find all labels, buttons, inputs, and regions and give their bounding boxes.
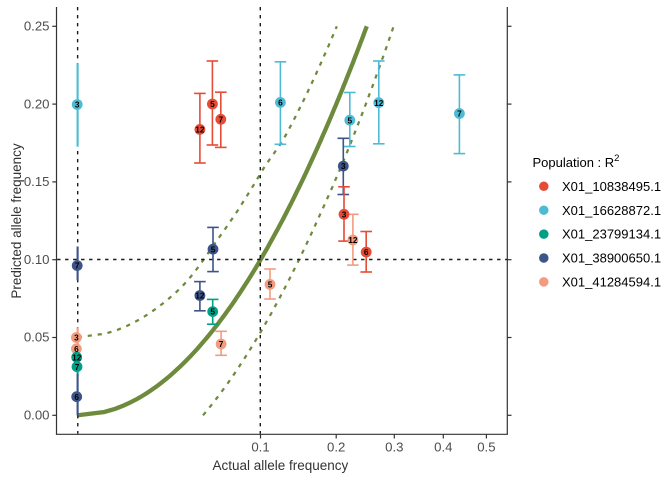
svg-text:0.1: 0.1 xyxy=(251,440,269,455)
svg-text:Actual allele frequency: Actual allele frequency xyxy=(212,458,348,473)
svg-text:X01_23799134.1: X01_23799134.1 xyxy=(562,227,661,242)
svg-text:5: 5 xyxy=(210,307,215,317)
svg-text:0.2: 0.2 xyxy=(327,440,345,455)
svg-text:7: 7 xyxy=(219,339,224,349)
svg-text:0.05: 0.05 xyxy=(24,330,50,345)
svg-text:12: 12 xyxy=(348,235,358,245)
svg-text:3: 3 xyxy=(342,209,347,219)
svg-text:X01_16628872.1: X01_16628872.1 xyxy=(562,203,661,218)
svg-text:0.4: 0.4 xyxy=(434,440,452,455)
svg-text:6: 6 xyxy=(74,392,79,402)
svg-text:5: 5 xyxy=(347,115,352,125)
svg-text:12: 12 xyxy=(374,98,384,108)
svg-text:12: 12 xyxy=(195,125,205,135)
svg-text:0.25: 0.25 xyxy=(24,19,50,34)
svg-text:5: 5 xyxy=(268,280,273,290)
svg-text:5: 5 xyxy=(210,99,215,109)
svg-text:7: 7 xyxy=(457,109,462,119)
svg-text:0.5: 0.5 xyxy=(477,440,495,455)
svg-text:3: 3 xyxy=(74,333,79,343)
svg-text:7: 7 xyxy=(75,362,80,372)
svg-text:X01_10838495.1: X01_10838495.1 xyxy=(562,179,661,194)
svg-text:3: 3 xyxy=(75,100,80,110)
svg-text:12: 12 xyxy=(195,291,205,301)
svg-text:0.10: 0.10 xyxy=(24,252,50,267)
svg-text:0.3: 0.3 xyxy=(385,440,403,455)
svg-text:7: 7 xyxy=(75,261,80,271)
svg-text:0.15: 0.15 xyxy=(24,174,50,189)
svg-text:0.20: 0.20 xyxy=(24,96,50,111)
svg-text:6: 6 xyxy=(364,247,369,257)
svg-text:X01_38900650.1: X01_38900650.1 xyxy=(562,251,661,266)
svg-text:6: 6 xyxy=(74,344,79,354)
svg-text:Population : R2: Population : R2 xyxy=(533,153,620,170)
svg-text:7: 7 xyxy=(218,114,223,124)
svg-text:3: 3 xyxy=(341,161,346,171)
svg-text:6: 6 xyxy=(278,98,283,108)
svg-text:5: 5 xyxy=(211,244,216,254)
svg-text:X01_41284594.1: X01_41284594.1 xyxy=(562,275,661,290)
svg-text:0.00: 0.00 xyxy=(24,408,50,423)
svg-text:Predicted allele frequency: Predicted allele frequency xyxy=(9,143,24,299)
svg-text:12: 12 xyxy=(72,352,82,362)
